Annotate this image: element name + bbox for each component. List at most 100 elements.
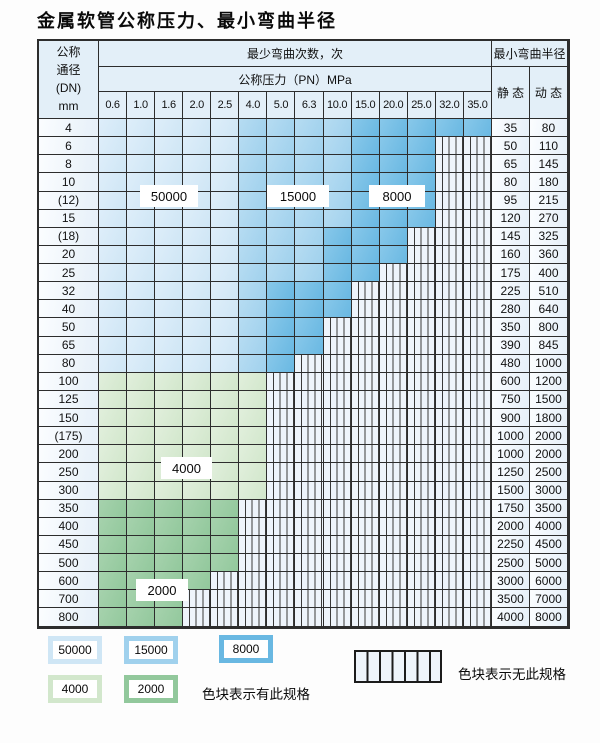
spec-cell xyxy=(127,535,156,554)
spec-table: 公称 通径 (DN) mm 最少弯曲次数，次 最小弯曲半径 公称压力（PN）MP… xyxy=(39,41,568,627)
spec-cell xyxy=(463,209,492,228)
spec-cell xyxy=(295,155,324,174)
spec-cell xyxy=(295,318,324,337)
spec-cell xyxy=(127,481,156,500)
spec-cell xyxy=(99,390,128,409)
spec-cell xyxy=(351,572,380,591)
spec-cell xyxy=(211,608,240,627)
spec-cell xyxy=(211,191,240,210)
spec-cell xyxy=(99,590,128,609)
spec-cell xyxy=(211,173,240,192)
spec-cell xyxy=(211,155,240,174)
spec-cell xyxy=(99,119,128,138)
spec-cell xyxy=(379,119,408,138)
spec-cell xyxy=(239,264,268,283)
dynamic-radius-cell: 180 xyxy=(529,173,568,192)
dn-cell: 450 xyxy=(39,535,99,554)
dn-cell: 700 xyxy=(39,590,99,609)
spec-cell xyxy=(99,572,128,591)
static-radius-cell: 350 xyxy=(491,318,530,337)
spec-cell xyxy=(323,517,352,536)
spec-cell xyxy=(239,245,268,264)
spec-cell xyxy=(407,137,436,156)
spec-cell xyxy=(295,336,324,355)
spec-cell xyxy=(323,445,352,464)
spec-cell xyxy=(155,390,184,409)
spec-cell xyxy=(155,155,184,174)
spec-cell xyxy=(351,227,380,246)
spec-cell xyxy=(295,209,324,228)
spec-cell xyxy=(435,590,464,609)
legend-swatch-8000: 8000 xyxy=(219,635,273,663)
spec-cell xyxy=(463,173,492,192)
spec-cell xyxy=(463,572,492,591)
spec-cell xyxy=(379,300,408,319)
spec-cell xyxy=(155,535,184,554)
spec-cell xyxy=(183,517,212,536)
spec-cell xyxy=(267,445,296,464)
spec-cell xyxy=(323,191,352,210)
spec-cell xyxy=(155,282,184,301)
dn-cell: 4 xyxy=(39,119,99,138)
spec-cell xyxy=(183,427,212,446)
spec-cell xyxy=(99,372,128,391)
bend-times-label-8000: 8000 xyxy=(369,185,425,207)
spec-cell xyxy=(183,572,212,591)
spec-cell xyxy=(267,554,296,573)
spec-cell xyxy=(99,481,128,500)
dynamic-radius-cell: 215 xyxy=(529,191,568,210)
bend-times-label-50000: 50000 xyxy=(140,185,198,207)
static-radius-cell: 95 xyxy=(491,191,530,210)
spec-cell xyxy=(183,318,212,337)
spec-cell xyxy=(267,390,296,409)
dn-column-header: 公称 通径 (DN) mm xyxy=(39,41,99,119)
spec-cell xyxy=(211,300,240,319)
spec-cell xyxy=(127,463,156,482)
spec-cell xyxy=(435,264,464,283)
spec-cell xyxy=(379,427,408,446)
dynamic-radius-cell: 3500 xyxy=(529,499,568,518)
spec-cell xyxy=(407,409,436,428)
spec-cell xyxy=(211,336,240,355)
spec-cell xyxy=(435,517,464,536)
spec-cell xyxy=(435,372,464,391)
dn-cell: 350 xyxy=(39,499,99,518)
spec-cell xyxy=(99,137,128,156)
spec-cell xyxy=(351,481,380,500)
spec-cell xyxy=(379,264,408,283)
static-radius-cell: 50 xyxy=(491,137,530,156)
spec-cell xyxy=(323,137,352,156)
spec-cell xyxy=(211,209,240,228)
spec-cell xyxy=(239,209,268,228)
spec-cell xyxy=(379,463,408,482)
spec-cell xyxy=(239,372,268,391)
spec-cell xyxy=(435,155,464,174)
spec-cell xyxy=(211,282,240,301)
static-radius-cell: 120 xyxy=(491,209,530,228)
static-radius-cell: 3000 xyxy=(491,572,530,591)
dn-cell: 600 xyxy=(39,572,99,591)
dn-header-line: mm xyxy=(58,99,79,114)
spec-cell xyxy=(295,481,324,500)
spec-cell xyxy=(463,499,492,518)
spec-cell xyxy=(295,608,324,627)
spec-cell xyxy=(267,517,296,536)
pn-column-header: 25.0 xyxy=(407,92,436,119)
dynamic-radius-cell: 3000 xyxy=(529,481,568,500)
dn-cell: 20 xyxy=(39,245,99,264)
spec-cell xyxy=(463,119,492,138)
spec-cell xyxy=(323,173,352,192)
spec-cell xyxy=(379,372,408,391)
legend-no-spec-text: 色块表示无此规格 xyxy=(458,667,566,682)
spec-cell xyxy=(407,499,436,518)
legend-swatch-50000: 50000 xyxy=(48,636,102,664)
spec-cell xyxy=(99,245,128,264)
spec-cell xyxy=(155,409,184,428)
spec-cell xyxy=(407,318,436,337)
pn-column-header: 5.0 xyxy=(267,92,296,119)
legend-swatch-15000: 15000 xyxy=(124,636,178,664)
dynamic-radius-cell: 1800 xyxy=(529,409,568,428)
spec-cell xyxy=(127,119,156,138)
spec-cell xyxy=(463,517,492,536)
pn-column-header: 2.5 xyxy=(211,92,240,119)
